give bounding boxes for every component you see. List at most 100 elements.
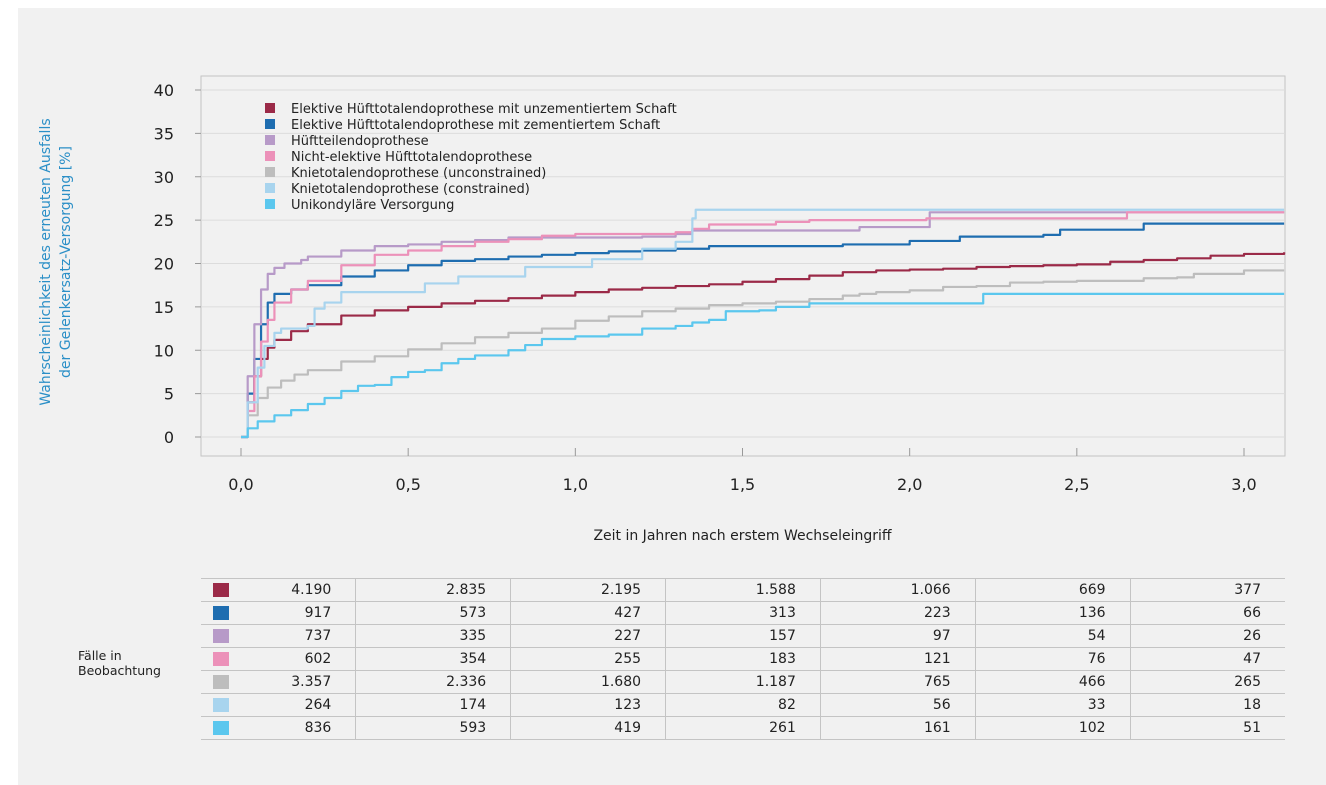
legend-label: Knietotalendoprothese (constrained) — [291, 182, 530, 197]
table-cell: 2.835 — [355, 578, 511, 602]
y-tick-label: 0 — [164, 428, 174, 447]
table-row: 737 335 227 157 97 54 26 — [201, 624, 1285, 648]
row-color-swatch — [213, 698, 229, 712]
x-tick-label: 2,0 — [897, 475, 922, 494]
cell-value: 4.190 — [291, 582, 332, 598]
x-tick-label: 0,5 — [395, 475, 420, 494]
table-row: 4.190 2.835 2.195 1.588 1.066 669 377 — [201, 578, 1285, 602]
x-tick-label: 2,5 — [1064, 475, 1089, 494]
table-cell: 102 — [974, 716, 1131, 740]
table-cell: 602 — [201, 647, 356, 671]
cases-table-label: Fälle in Beobachtung — [78, 648, 188, 678]
cases-table: 4.190 2.835 2.195 1.588 1.066 669 377 917 573 427… — [201, 578, 1285, 740]
cell-value: 427 — [614, 605, 642, 621]
table-cell: 2.195 — [510, 578, 666, 602]
table-cell: 54 — [974, 624, 1131, 648]
cell-value: 419 — [614, 720, 642, 736]
cell-value: 183 — [769, 651, 796, 667]
table-row: 836 593 419 261 161 102 51 — [201, 716, 1285, 740]
cell-value: 18 — [1243, 697, 1261, 713]
table-cell: 354 — [355, 647, 511, 671]
cell-value: 917 — [304, 605, 332, 621]
table-cell: 335 — [355, 624, 511, 648]
table-cell: 82 — [665, 693, 821, 717]
series-line — [241, 222, 1285, 439]
series-line — [241, 269, 1285, 439]
series-line — [241, 208, 1285, 439]
cell-value: 2.835 — [446, 582, 487, 598]
x-tick-label: 3,0 — [1231, 475, 1256, 494]
y-tick-label: 20 — [154, 255, 174, 274]
cell-value: 3.357 — [291, 674, 332, 690]
legend-label: Hüftteilendoprothese — [291, 134, 429, 149]
table-cell: 66 — [1129, 601, 1285, 625]
series-line — [241, 211, 1285, 439]
table-cell: 174 — [355, 693, 511, 717]
cell-value: 136 — [1078, 605, 1106, 621]
cell-value: 102 — [1078, 720, 1106, 736]
cell-value: 223 — [923, 605, 951, 621]
cell-value: 66 — [1243, 605, 1261, 621]
table-cell: 1.066 — [819, 578, 976, 602]
cell-value: 2.195 — [600, 582, 642, 598]
cell-value: 2.336 — [446, 674, 487, 690]
row-color-swatch — [213, 652, 229, 666]
cell-value: 836 — [304, 720, 332, 736]
table-cell: 3.357 — [201, 670, 356, 694]
cases-label-line1: Fälle in — [78, 648, 122, 663]
cell-value: 1.187 — [755, 674, 796, 690]
row-color-swatch — [213, 675, 229, 689]
cell-value: 1.680 — [600, 674, 642, 690]
cell-value: 261 — [769, 720, 796, 736]
y-tick-label: 5 — [164, 385, 174, 404]
y-tick-label: 40 — [154, 81, 174, 100]
table-cell: 76 — [974, 647, 1131, 671]
x-tick-label: 1,0 — [563, 475, 588, 494]
legend-swatch — [265, 167, 275, 177]
table-row: 917 573 427 313 223 136 66 — [201, 601, 1285, 625]
table-cell: 264 — [201, 693, 356, 717]
x-tick-label: 0,0 — [228, 475, 253, 494]
legend-swatch — [265, 135, 275, 145]
row-color-swatch — [213, 721, 229, 735]
table-cell: 836 — [201, 716, 356, 740]
y-axis-label-line2: der Gelenkersatz-Versorgung [%] — [58, 146, 74, 378]
table-row: 602 354 255 183 121 76 47 — [201, 647, 1285, 671]
cell-value: 26 — [1243, 628, 1261, 644]
table-cell: 265 — [1129, 670, 1285, 694]
table-cell: 419 — [510, 716, 666, 740]
cell-value: 33 — [1087, 697, 1106, 713]
table-cell: 2.336 — [355, 670, 511, 694]
y-axis-label: Wahrscheinlichkeit des erneuten Ausfalls… — [36, 52, 84, 472]
table-cell: 227 — [510, 624, 666, 648]
legend-swatch — [265, 119, 275, 129]
table-cell: 377 — [1129, 578, 1285, 602]
cell-value: 157 — [769, 628, 796, 644]
legend-label: Nicht-elektive Hüfttotalendoprothese — [291, 150, 532, 165]
legend-swatch — [265, 199, 275, 209]
table-cell: 223 — [819, 601, 976, 625]
cell-value: 466 — [1078, 674, 1106, 690]
y-tick-label: 15 — [154, 298, 174, 317]
table-cell: 1.588 — [665, 578, 821, 602]
table-cell: 136 — [974, 601, 1131, 625]
table-cell: 313 — [665, 601, 821, 625]
cell-value: 1.588 — [755, 582, 796, 598]
table-cell: 51 — [1129, 716, 1285, 740]
cell-value: 97 — [932, 628, 951, 644]
y-tick-label: 35 — [154, 124, 174, 143]
series-line — [241, 252, 1286, 439]
cell-value: 54 — [1087, 628, 1106, 644]
y-tick-label: 25 — [154, 211, 174, 230]
table-cell: 466 — [974, 670, 1131, 694]
table-cell: 573 — [355, 601, 511, 625]
legend-label: Elektive Hüfttotalendoprothese mit unzem… — [291, 102, 677, 117]
table-cell: 56 — [819, 693, 976, 717]
cell-value: 335 — [459, 628, 487, 644]
cell-value: 593 — [459, 720, 487, 736]
cell-value: 1.066 — [910, 582, 951, 598]
table-cell: 669 — [974, 578, 1131, 602]
cell-value: 174 — [459, 697, 487, 713]
table-cell: 121 — [819, 647, 976, 671]
